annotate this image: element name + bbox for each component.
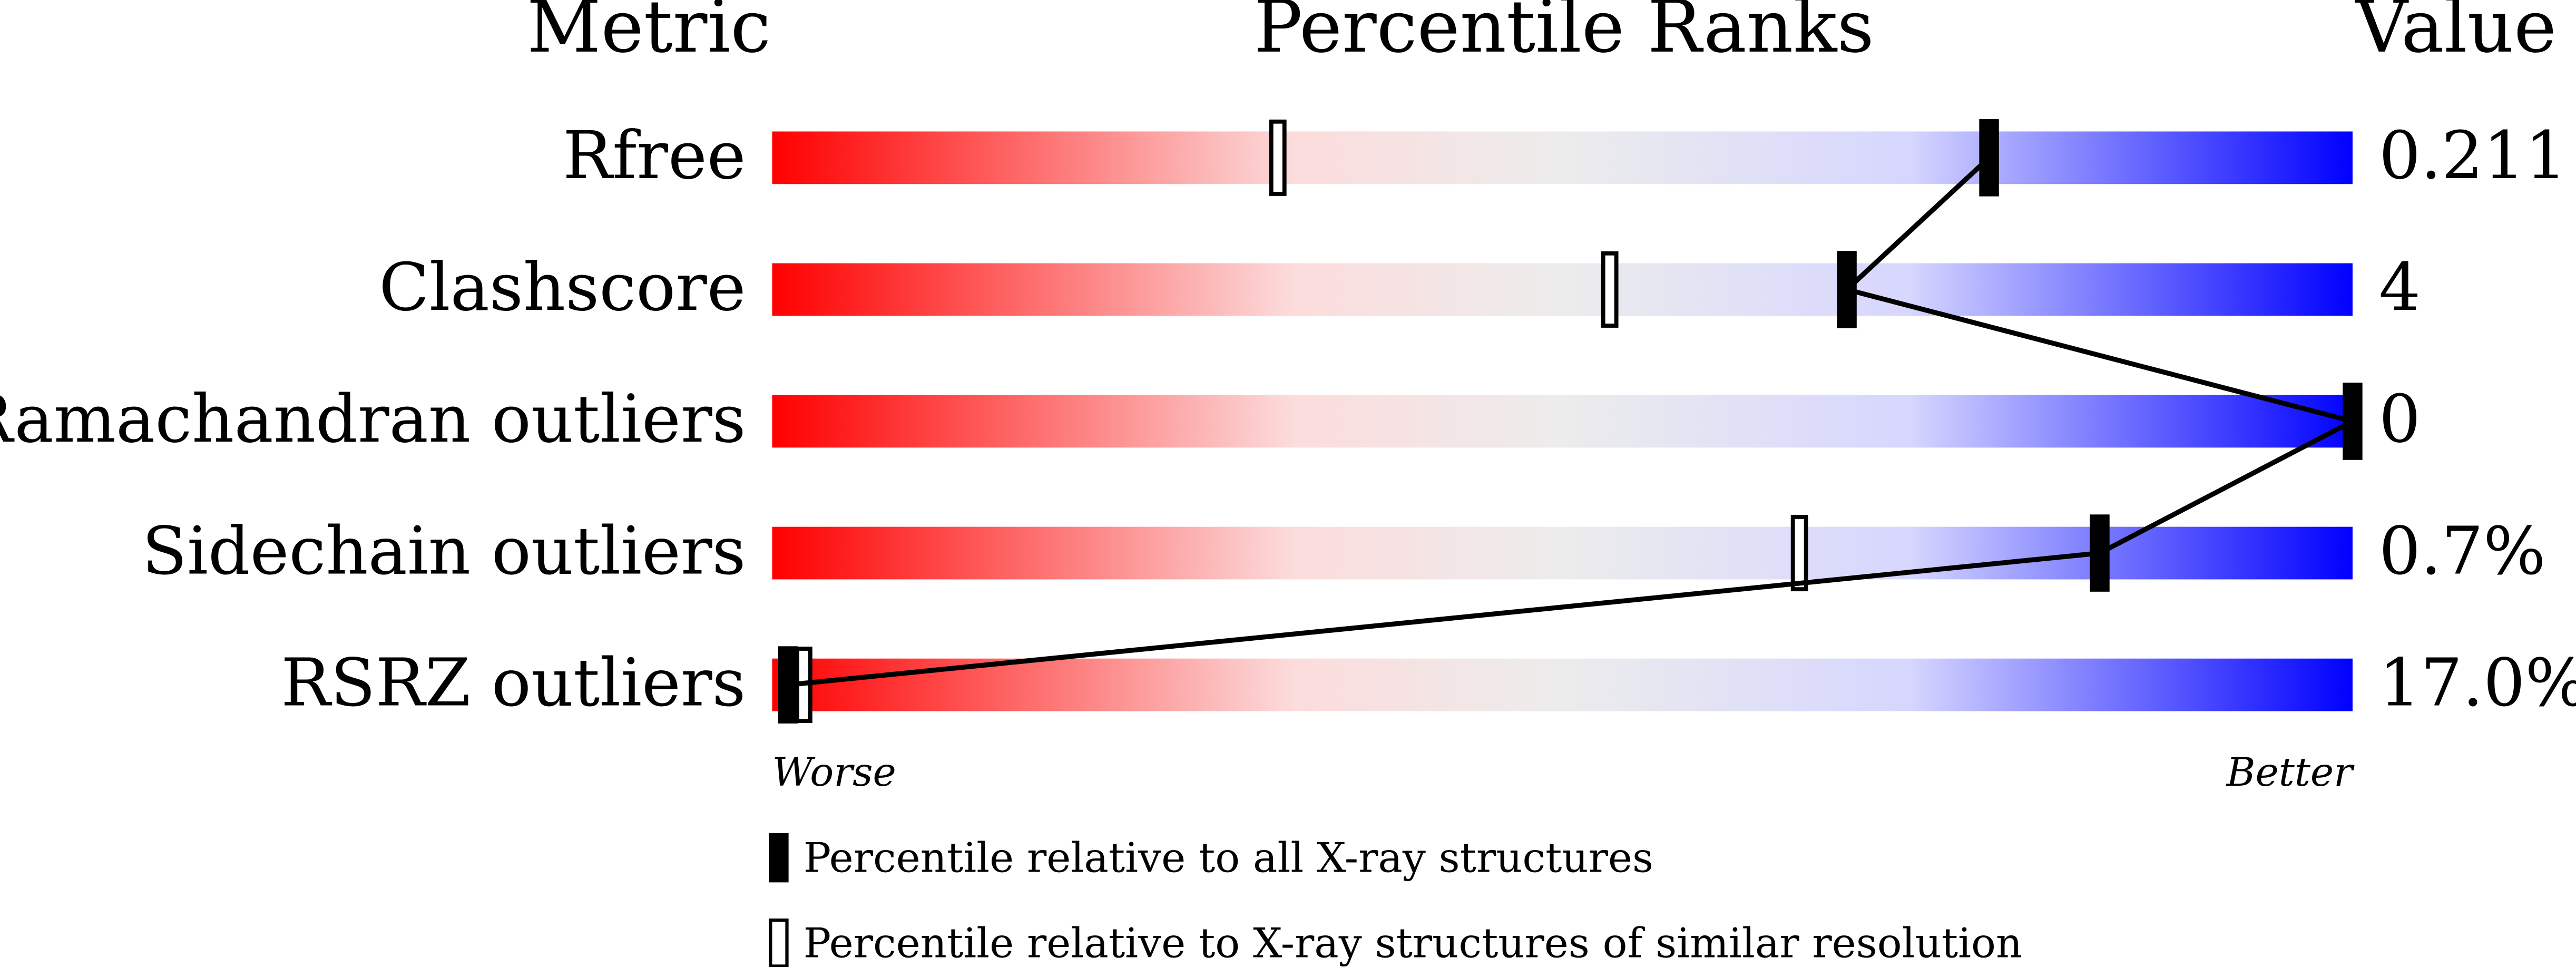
better-label: Better bbox=[2225, 749, 2355, 795]
slider-bar bbox=[772, 395, 2353, 448]
value-label: 17.0% bbox=[2379, 644, 2576, 721]
relative-marker bbox=[1790, 515, 1808, 592]
metric-label: Ramachandran outliers bbox=[0, 381, 746, 457]
value-label: 0.211 bbox=[2379, 118, 2567, 194]
absolute-marker bbox=[1979, 119, 1999, 197]
legend-swatch bbox=[769, 833, 789, 883]
relative-marker bbox=[1269, 119, 1287, 196]
slider-bar bbox=[772, 263, 2353, 316]
metric-label: Sidechain outliers bbox=[142, 513, 746, 589]
slider-bar bbox=[772, 526, 2353, 580]
value-label: 0.7% bbox=[2379, 513, 2546, 589]
legend-label: Percentile relative to X-ray structures … bbox=[804, 920, 2022, 967]
absolute-marker bbox=[2090, 514, 2110, 592]
metric-label: RSRZ outliers bbox=[281, 644, 746, 721]
slider-bar bbox=[772, 658, 2353, 711]
metric-label: Clashscore bbox=[379, 249, 746, 326]
header-percentile: Percentile Ranks bbox=[1254, 0, 1874, 69]
metric-label: Rfree bbox=[563, 118, 746, 194]
relative-marker bbox=[1601, 251, 1619, 328]
absolute-marker bbox=[778, 646, 798, 724]
worse-label: Worse bbox=[772, 749, 896, 795]
header-metric: Metric bbox=[527, 0, 771, 69]
slider-bar bbox=[772, 131, 2353, 184]
absolute-marker bbox=[2343, 383, 2363, 460]
legend-label: Percentile relative to all X-ray structu… bbox=[804, 834, 1653, 882]
value-label: 0 bbox=[2379, 381, 2421, 457]
value-label: 4 bbox=[2379, 249, 2421, 326]
absolute-marker bbox=[1837, 251, 1857, 328]
legend-swatch bbox=[769, 918, 789, 967]
header-value: Value bbox=[2355, 0, 2557, 69]
